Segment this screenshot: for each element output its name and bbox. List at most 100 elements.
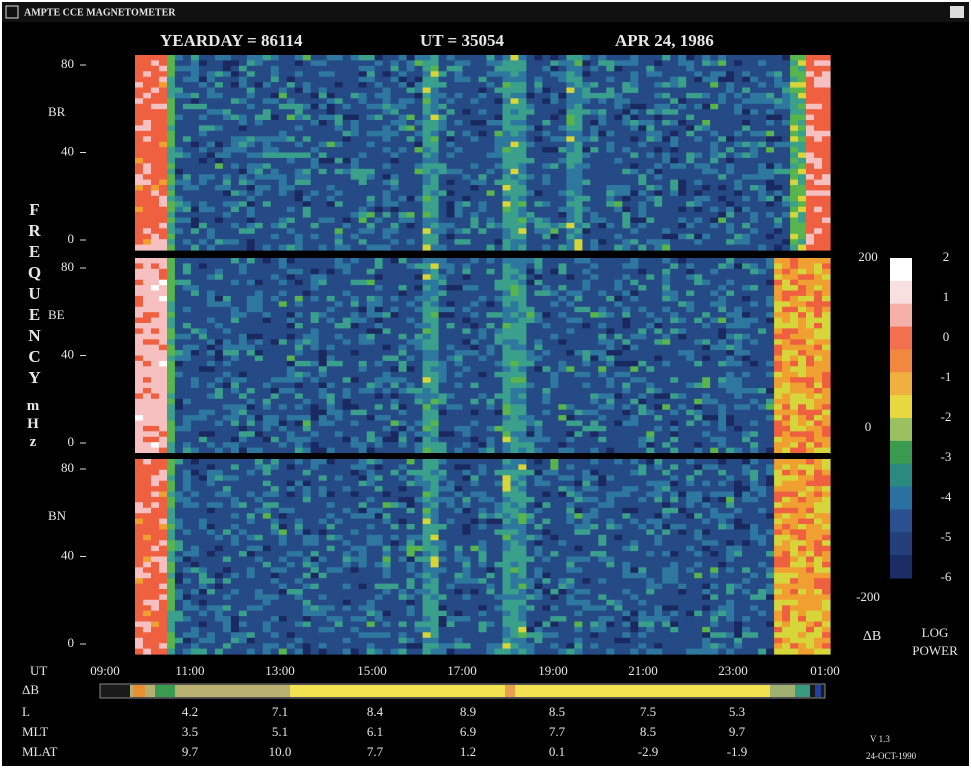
spectrogram-cell [431,120,440,126]
spectrogram-cell [231,269,240,275]
spectrogram-cell [199,339,208,345]
spectrogram-cell [670,125,679,131]
spectrogram-cell [678,120,687,126]
spectrogram-cell [518,263,527,269]
spectrogram-cell [463,415,472,421]
spectrogram-cell [742,169,751,175]
spectrogram-cell [151,323,160,329]
spectrogram-cell [287,339,296,345]
spectrogram-cell [159,169,168,175]
spectrogram-cell [359,328,368,334]
spectrogram-cell [526,263,535,269]
spectrogram-cell [455,345,464,351]
spectrogram-cell [806,147,815,153]
spectrogram-cell [766,153,775,159]
spectrogram-cell [327,258,336,264]
spectrogram-cell [622,234,631,240]
spectrogram-cell [303,245,312,251]
spectrogram-cell [447,307,456,313]
spectrogram-cell [447,245,456,251]
spectrogram-cell [542,366,551,372]
spectrogram-cell [367,280,376,286]
spectrogram-cell [279,437,288,443]
spectrogram-cell [550,190,559,196]
spectrogram-cell [646,185,655,191]
spectrogram-cell [231,263,240,269]
spectrogram-cell [231,350,240,356]
spectrogram-cell [151,66,160,72]
spectrogram-cell [463,361,472,367]
spectrogram-cell [319,383,328,389]
spectrogram-cell [495,234,504,240]
spectrogram-cell [327,212,336,218]
spectrogram-cell [271,147,280,153]
spectrogram-cell [782,163,791,169]
spectrogram-cell [391,131,400,137]
spectrogram-cell [143,431,152,437]
spectrogram-cell [487,280,496,286]
spectrogram-cell [758,180,767,186]
spectrogram-cell [518,448,527,454]
spectrogram-cell [407,245,416,251]
spectrogram-cell [431,263,440,269]
spectrogram-cell [814,223,823,229]
spectrogram-cell [590,174,599,180]
spectrogram-cell [351,71,360,77]
spectrogram-cell [183,415,192,421]
spectrogram-cell [518,312,527,318]
spectrogram-cell [439,55,448,61]
spectrogram-cell [526,115,535,121]
spectrogram-cell [343,285,352,291]
spectrogram-cell [542,218,551,224]
spectrogram-cell [263,131,272,137]
spectrogram-cell [287,234,296,240]
spectrogram-cell [151,280,160,286]
spectrogram-cell [263,377,272,383]
spectrogram-cell [503,361,512,367]
spectrogram-cell [742,60,751,66]
spectrogram-cell [415,415,424,421]
spectrogram-cell [383,372,392,378]
spectrogram-cell [335,448,344,454]
spectrogram-cell [622,190,631,196]
spectrogram-cell [814,120,823,126]
spectrogram-cell [814,153,823,159]
spectrogram-cell [423,361,432,367]
spectrogram-cell [207,93,216,99]
spectrogram-cell [231,212,240,218]
spectrogram-cell [263,234,272,240]
spectrogram-cell [542,180,551,186]
spectrogram-cell [231,334,240,340]
spectrogram-cell [215,218,224,224]
spectrogram-cell [215,399,224,405]
spectrogram-cell [447,98,456,104]
spectrogram-cell [175,153,184,159]
spectrogram-cell [662,142,671,148]
spectrogram-cell [790,169,799,175]
spectrogram-cell [471,334,480,340]
spectrogram-cell [550,218,559,224]
spectrogram-cell [239,296,248,302]
spectrogram-cell [487,323,496,329]
spectrogram-cell [439,104,448,110]
spectrogram-cell [375,55,384,61]
spectrogram-cell [574,207,583,213]
spectrogram-cell [191,125,200,131]
spectrogram-cell [654,60,663,66]
spectrogram-cell [231,174,240,180]
spectrogram-cell [367,131,376,137]
spectrogram-cell [511,66,520,72]
spectrogram-cell [223,274,232,280]
spectrogram-cell [367,153,376,159]
spectrogram-cell [678,66,687,72]
spectrogram-cell [622,109,631,115]
spectrogram-cell [191,437,200,443]
spectrogram-cell [471,383,480,389]
spectrogram-cell [279,274,288,280]
spectrogram-cell [662,185,671,191]
spectrogram-cell [391,71,400,77]
spectrogram-cell [710,169,719,175]
spectrogram-cell [375,245,384,251]
spectrogram-cell [407,296,416,302]
spectrogram-cell [247,301,256,307]
